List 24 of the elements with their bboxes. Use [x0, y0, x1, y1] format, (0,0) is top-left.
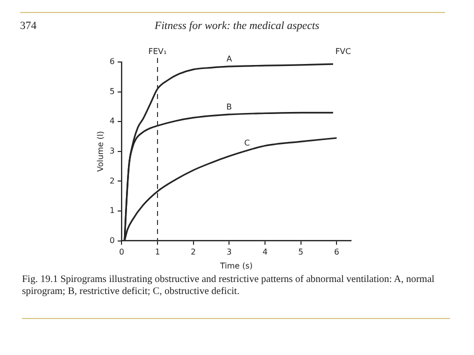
caption: Fig. 19.1 Spirograms illustrating obstructive and restrictive patterns of abnormal ventilation: A, normal spirogram; B, restrictive deficit; C, obstructive deficit.	[22, 274, 436, 298]
ref-line-label: FEV₁	[148, 47, 167, 56]
x-tick-label: 2	[190, 248, 196, 257]
y-tick-label: 0	[110, 236, 115, 245]
y-tick-label: 5	[110, 86, 115, 96]
y-tick-label: 6	[110, 57, 115, 66]
x-tick-label: 0	[119, 248, 124, 257]
x-tick-label: 1	[154, 248, 160, 257]
text: Fitness for work: the medical aspects	[154, 20, 320, 32]
series-label: C	[244, 138, 250, 148]
text: 374	[20, 20, 36, 32]
y-axis-title: Volume (l)	[96, 131, 105, 172]
y-tick-label: 3	[110, 146, 115, 156]
series-label: A	[226, 54, 232, 64]
series-label: B	[226, 102, 232, 112]
y-tick-label: 2	[110, 176, 115, 186]
y-tick-label: 4	[110, 116, 115, 126]
x-tick-label: 3	[226, 248, 232, 257]
x-tick-label: 6	[334, 248, 340, 257]
text: FVC	[335, 47, 352, 56]
x-axis-title: Time (s)	[219, 261, 253, 270]
x-tick-label: 5	[298, 248, 304, 257]
x-tick-label: 4	[262, 248, 268, 257]
y-tick-label: 1	[110, 206, 115, 216]
